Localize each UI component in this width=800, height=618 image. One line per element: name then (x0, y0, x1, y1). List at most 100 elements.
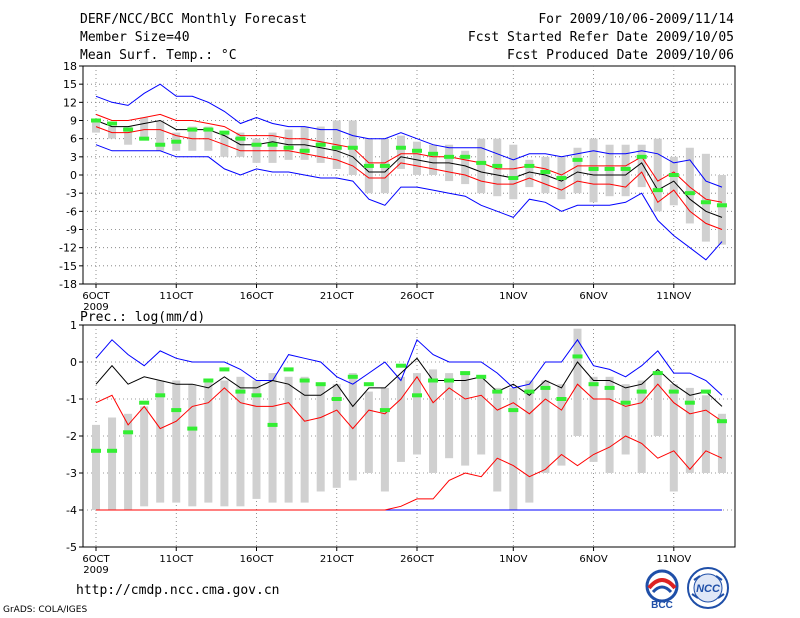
temp-observed-marker (91, 118, 101, 123)
forecast-title: DERF/NCC/BCC Monthly Forecast (80, 12, 307, 27)
prec-observed-marker (524, 389, 535, 394)
temp-ensemble-box (509, 144, 518, 200)
temp-observed-marker (700, 200, 711, 205)
prec-ensemble-box (461, 373, 470, 466)
temp-observed-marker (508, 176, 519, 181)
prec-lower-line (96, 435, 723, 511)
prec-ensemble-box (717, 413, 726, 473)
temp-y-tick-label: 15 (63, 78, 77, 91)
prec-ensemble-box (220, 380, 229, 507)
temp-ensemble-box (268, 132, 277, 163)
prec-x-tick-label: 6NOV (579, 554, 608, 565)
prec-y-tick-label: -5 (66, 541, 77, 554)
temp-ensemble-box (653, 138, 662, 212)
temp-observed-marker (460, 154, 471, 159)
temp-observed-marker (315, 142, 326, 147)
prec-ensemble-box (332, 384, 341, 488)
prec-observed-marker (668, 389, 679, 394)
prec-ensemble-box (284, 376, 293, 503)
prec-ensemble-box (493, 387, 502, 492)
temp-y-tick-label: -18 (59, 278, 77, 291)
prec-ensemble-box (124, 413, 133, 510)
prec-max-line (95, 338, 723, 396)
temp-x-tick-label: 26OCT (400, 291, 435, 302)
prec-ensemble-box (172, 380, 181, 503)
temp-x-year-label: 2009 (83, 302, 108, 313)
prec-y-tick-label: 1 (70, 319, 77, 332)
temp-min-line (95, 144, 723, 261)
prec-ensemble-box (685, 387, 694, 473)
temp-observed-marker (556, 176, 567, 181)
temp-panel: -18 -15 -12 -9 -6 -3 0 3 6 9 12 15 18 6OCT 11OCT 16OCT 2… (59, 60, 736, 313)
prec-ensemble-box (621, 384, 630, 455)
temp-ensemble-box (525, 159, 534, 188)
temp-observed-marker (203, 127, 214, 132)
temp-observed-marker (331, 145, 342, 150)
temp-observed-marker (572, 157, 583, 162)
prec-ensemble-box (108, 417, 117, 510)
prec-x-tick-label: 1NOV (499, 554, 528, 565)
ncc-logo-icon: NCC (687, 567, 729, 609)
temp-x-tick-label: 11OCT (159, 291, 194, 302)
prec-x-tick-label: 16OCT (240, 554, 275, 565)
prec-observed-marker (363, 382, 374, 387)
prec-observed-marker (636, 389, 647, 394)
temp-observed-marker (363, 163, 374, 168)
temp-observed-marker (668, 173, 679, 177)
start-date-label: Fcst Started Refer Date 2009/10/05 (467, 30, 734, 45)
prec-y-tick-label: 0 (70, 356, 77, 369)
prec-ensemble-box (140, 406, 149, 507)
prec-ensemble-box (573, 328, 582, 436)
temp-x-tick-label: 21OCT (320, 291, 355, 302)
prec-ensemble-box (316, 384, 325, 492)
prec-ensemble-box (477, 376, 486, 455)
temp-ensemble-box (92, 120, 100, 133)
prec-ensemble-box (188, 384, 197, 507)
temp-x-tick-label: 1NOV (499, 291, 528, 302)
temp-y-tick-label: -3 (66, 187, 77, 200)
prec-ensemble-box (348, 373, 357, 481)
prec-ensemble-box (252, 380, 261, 499)
temp-observed-marker (187, 127, 198, 132)
prec-observed-marker (91, 448, 101, 453)
temp-observed-marker (636, 154, 647, 159)
prec-ensemble-box (364, 391, 373, 473)
temp-ensemble-box (429, 144, 438, 175)
prec-observed-marker (700, 389, 711, 394)
temp-ensemble-box (156, 120, 165, 151)
prec-observed-marker (235, 389, 246, 394)
prec-ensemble-box (557, 384, 566, 466)
temp-ensemble-box (685, 147, 694, 224)
prec-ensemble-box (445, 373, 454, 459)
temp-observed-marker (476, 160, 487, 165)
prec-median-line (95, 357, 723, 408)
temp-y-tick-label: 18 (63, 60, 77, 73)
temp-observed-marker (492, 163, 503, 168)
prec-y-tick-label: -1 (66, 393, 77, 406)
temp-lower-line (95, 126, 723, 230)
prec-ensemble-box (653, 373, 662, 436)
prec-ensemble-box (268, 373, 277, 503)
temp-y-tick-label: 3 (70, 151, 77, 164)
prec-ensemble-box (525, 380, 534, 503)
temp-y-tick-label: 0 (70, 169, 77, 182)
prec-ensemble-box (669, 384, 678, 492)
prec-x-tick-label: 11NOV (656, 554, 691, 565)
prec-observed-marker (684, 400, 695, 405)
prec-observed-marker (588, 382, 599, 387)
prec-observed-marker (395, 363, 406, 368)
prec-observed-marker (139, 400, 150, 405)
temp-observed-marker (652, 188, 663, 193)
produced-date-label: Fcst Produced Date 2009/10/06 (507, 48, 734, 63)
temp-observed-marker (139, 136, 150, 141)
temp-median-line (95, 119, 723, 218)
prec-observed-marker (219, 367, 230, 372)
prec-observed-marker (412, 393, 422, 398)
prec-observed-marker (444, 378, 455, 383)
source-url-link[interactable]: http://cmdp.ncc.cma.gov.cn (76, 583, 280, 598)
prec-observed-marker (652, 371, 663, 376)
prec-ensemble-box (300, 376, 309, 503)
prec-observed-marker (492, 389, 503, 394)
prec-observed-marker (107, 448, 118, 453)
